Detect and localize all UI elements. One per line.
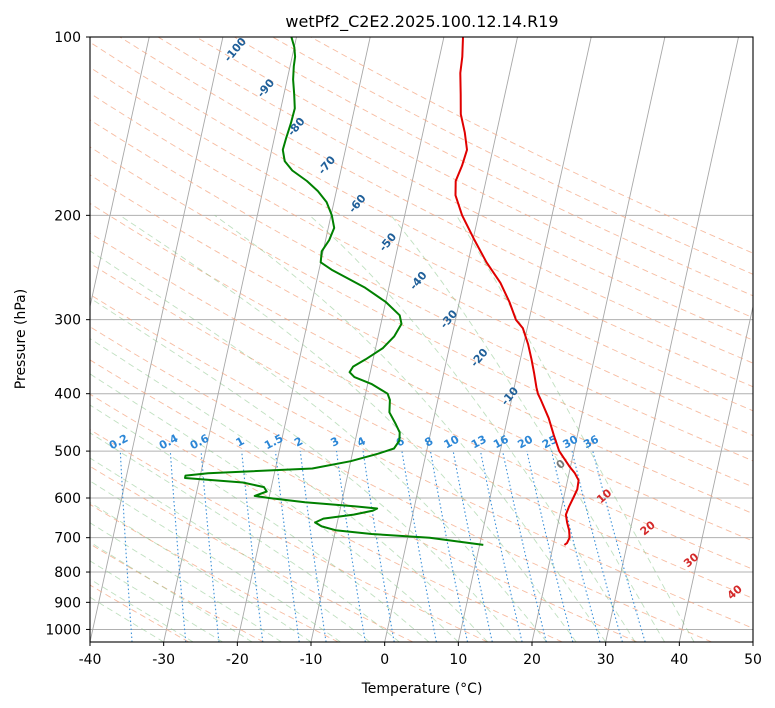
moist-adiabat-line: [119, 214, 577, 642]
dry-adiabat-line: [90, 294, 753, 629]
y-tick-label: 100: [54, 30, 81, 46]
moist-adiabat-line: [309, 214, 636, 642]
dry-adiabat-line: [157, 37, 753, 341]
x-tick-label: 20: [523, 652, 541, 668]
moist-adiabat-line: [90, 560, 223, 642]
y-tick-label: 800: [54, 565, 81, 581]
mixing-ratio-label: 30: [561, 433, 581, 452]
moist-adiabat-line: [90, 404, 430, 642]
mixing-ratio-line: [571, 450, 623, 642]
mixing-ratio-line: [274, 451, 300, 642]
mixing-ratio-line: [592, 450, 646, 642]
dry-adiabat-line: [90, 584, 190, 642]
x-tick-label: 30: [597, 652, 615, 668]
chart-title: wetPf2_C2E2.2025.100.12.14.R19: [285, 12, 558, 32]
dry-adiabat-line: [90, 202, 753, 542]
moist-adiabat-line: [456, 215, 695, 642]
dry-adiabat-line: [234, 37, 753, 297]
x-axis: -40 -30 -20 -10 0 10 20 30 40 50: [79, 642, 762, 668]
mixing-ratio-line: [200, 451, 220, 642]
moist-adiabat-line: [90, 578, 194, 642]
moist-adiabat-line: [90, 432, 400, 642]
moist-adiabat-line: [90, 338, 489, 642]
moist-adiabat-line: [390, 215, 665, 642]
dry-adiabat-line: [90, 465, 414, 642]
y-tick-label: 500: [54, 444, 81, 460]
moist-adiabat-line: [90, 457, 371, 642]
x-tick-label: 10: [449, 652, 467, 668]
y-axis-label: Pressure (hPa): [13, 289, 29, 389]
isotherm-line: [605, 37, 739, 642]
mixing-ratio-line: [502, 450, 547, 642]
dry-adiabat-line: [90, 503, 339, 642]
y-tick-label: 400: [54, 387, 81, 403]
moist-adiabat-line: [90, 373, 459, 642]
y-tick-label: 900: [54, 595, 81, 611]
isotherm-line: [90, 37, 150, 309]
mixing-ratio-line: [299, 451, 327, 642]
mixing-ratio-line: [479, 450, 523, 642]
mixing-ratio-label: 13: [469, 433, 489, 452]
y-tick-label: 1000: [45, 622, 81, 638]
dry-adiabat-line: [90, 174, 753, 515]
profile-series: [184, 37, 580, 546]
background-lines: [90, 37, 753, 642]
x-tick-label: 40: [670, 652, 688, 668]
y-axis: 100 200 300 400 500 600 700 800 900 1000: [45, 30, 90, 638]
moist-adiabat-line: [90, 596, 164, 642]
y-tick-label: 700: [54, 531, 81, 547]
dry-adiabat-line: [90, 262, 753, 599]
dry-adiabat-line: [90, 92, 753, 437]
x-tick-label: -10: [300, 652, 323, 668]
dry-adiabat-line: [90, 232, 753, 570]
temperature-profile-line: [454, 37, 580, 546]
dry-adiabat-line: [90, 66, 753, 412]
x-tick-label: 0: [380, 652, 389, 668]
x-tick-label: -30: [152, 652, 175, 668]
isotherm-line: [531, 37, 666, 642]
moist-adiabat-line: [90, 541, 253, 642]
moist-adiabat-line: [214, 214, 607, 642]
mixing-ratio-label: 20: [515, 433, 535, 452]
isotherm-line: [236, 37, 371, 642]
mixing-ratio-line: [241, 451, 264, 642]
mixing-ratio-line: [526, 450, 574, 642]
moist-adiabat-line: [90, 502, 312, 642]
isotherm-line: [457, 37, 592, 642]
isotherm-line: [678, 304, 753, 642]
isotherm-line: [90, 37, 224, 642]
mixing-ratio-label: 36: [581, 433, 601, 452]
mixing-ratio-line: [429, 451, 469, 642]
y-tick-label: 600: [54, 491, 81, 507]
moist-adiabat-line: [90, 250, 548, 642]
mixing-ratio-label: 16: [491, 433, 511, 452]
mixing-ratio-line: [335, 451, 366, 642]
x-tick-label: 50: [744, 652, 762, 668]
plot-frame: [89, 36, 754, 643]
mixing-ratio-label: 10: [442, 433, 462, 452]
y-tick-label: 300: [54, 313, 81, 329]
x-tick-label: -40: [79, 652, 102, 668]
dewpoint-profile-line: [184, 37, 484, 546]
dry-adiabat-line: [119, 37, 753, 364]
x-axis-label: Temperature (°C): [361, 681, 483, 697]
moist-adiabat-line: [90, 297, 518, 642]
dry-adiabat-line: [90, 359, 638, 642]
mixing-ratio-line: [551, 450, 601, 642]
isotherm-line: [384, 37, 518, 642]
mixing-ratio-line: [169, 451, 187, 642]
y-tick-label: 200: [54, 208, 81, 224]
x-tick-label: -20: [226, 652, 249, 668]
moist-adiabat-line: [90, 480, 341, 642]
mixing-ratio-line: [452, 451, 493, 642]
